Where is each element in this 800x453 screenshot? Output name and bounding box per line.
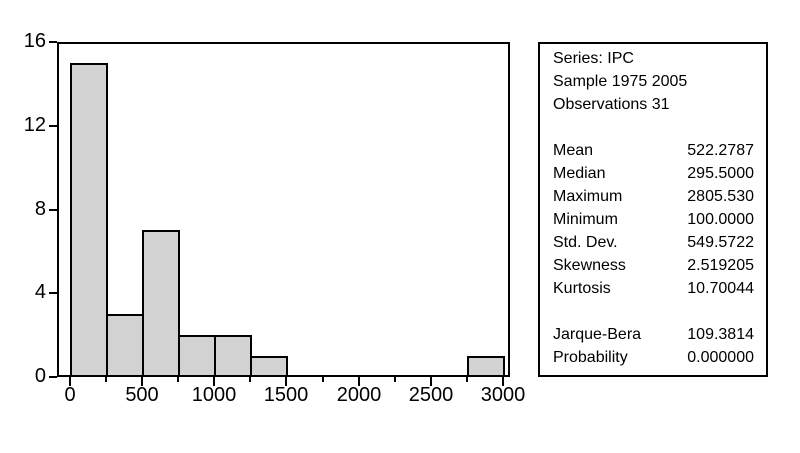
stat-value: 100.0000 [687, 208, 754, 231]
stat-label: Median [553, 162, 605, 185]
series-label: Series: IPC [553, 47, 754, 70]
x-minor-tick [466, 377, 468, 382]
stat-row: Kurtosis 10.70044 [553, 277, 754, 300]
y-tick [49, 376, 57, 378]
stats-group-normality-test: Jarque-Bera 109.3814 Probability 0.000000 [553, 323, 754, 369]
stat-label: Jarque-Bera [553, 323, 641, 346]
stats-group-descriptive: Mean 522.2787 Median 295.5000 Maximum 2805.53… [553, 139, 754, 300]
stats-spacer [553, 300, 754, 323]
x-minor-tick [322, 377, 324, 382]
x-tick-label: 3000 [458, 384, 548, 407]
stat-value: 2.519205 [687, 254, 754, 277]
stat-label: Std. Dev. [553, 231, 618, 254]
x-minor-tick [177, 377, 179, 382]
stat-value: 2805.530 [687, 185, 754, 208]
y-tick-label: 0 [0, 365, 46, 388]
histogram-bar [214, 335, 252, 377]
stat-row: Maximum 2805.530 [553, 185, 754, 208]
stats-spacer [553, 116, 754, 139]
histogram-bar [467, 356, 505, 377]
y-tick [49, 292, 57, 294]
stat-value: 549.5722 [687, 231, 754, 254]
x-minor-tick [249, 377, 251, 382]
stat-row: Minimum 100.0000 [553, 208, 754, 231]
histogram-bar [250, 356, 288, 377]
observations-label: Observations 31 [553, 93, 754, 116]
histogram-stats-window: 0500100015002000250030000481216 Series: … [0, 0, 800, 453]
y-tick-label: 16 [0, 30, 46, 53]
stat-value: 0.000000 [687, 346, 754, 369]
y-tick [49, 125, 57, 127]
stat-label: Minimum [553, 208, 618, 231]
stat-row: Jarque-Bera 109.3814 [553, 323, 754, 346]
stat-label: Kurtosis [553, 277, 611, 300]
stat-label: Maximum [553, 185, 622, 208]
stat-value: 10.70044 [687, 277, 754, 300]
y-tick [49, 41, 57, 43]
stat-label: Probability [553, 346, 628, 369]
y-tick-label: 4 [0, 281, 46, 304]
stat-value: 109.3814 [687, 323, 754, 346]
histogram-bar [70, 63, 108, 377]
stat-row: Mean 522.2787 [553, 139, 754, 162]
stat-label: Mean [553, 139, 593, 162]
stat-row: Std. Dev. 549.5722 [553, 231, 754, 254]
stat-row: Probability 0.000000 [553, 346, 754, 369]
stats-panel: Series: IPC Sample 1975 2005 Observation… [538, 42, 768, 377]
stat-row: Median 295.5000 [553, 162, 754, 185]
histogram-bar [106, 314, 144, 377]
sample-label: Sample 1975 2005 [553, 70, 754, 93]
histogram-bar [142, 230, 180, 377]
stat-row: Skewness 2.519205 [553, 254, 754, 277]
stat-value: 522.2787 [687, 139, 754, 162]
x-minor-tick [394, 377, 396, 382]
y-tick-label: 12 [0, 114, 46, 137]
stat-label: Skewness [553, 254, 626, 277]
y-tick [49, 209, 57, 211]
histogram-bar [178, 335, 216, 377]
stat-value: 295.5000 [687, 162, 754, 185]
y-tick-label: 8 [0, 198, 46, 221]
x-minor-tick [105, 377, 107, 382]
